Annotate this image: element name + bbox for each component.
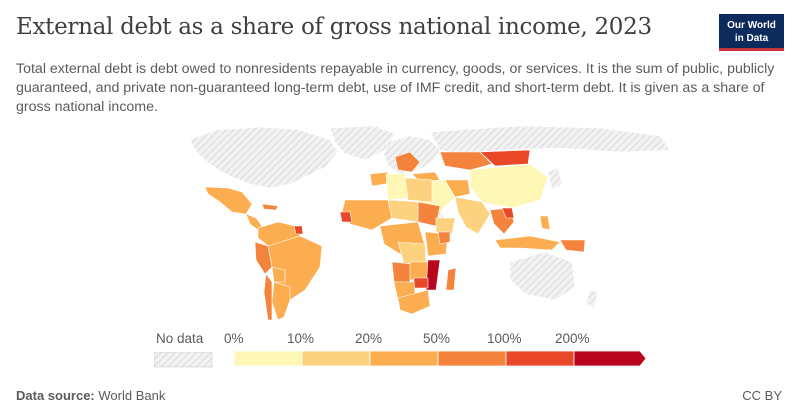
region-angola [391,261,413,283]
region-greenland [329,125,396,161]
legend-tick-200: 200% [555,331,590,346]
legend-tick-20: 20% [355,331,383,346]
region-south-africa [397,289,431,315]
region-laos [501,207,515,219]
legend-no-data-swatch[interactable] [154,352,214,368]
region-pakistan [444,179,471,198]
region-chile [263,273,273,321]
legend-bin-3[interactable] [437,351,507,367]
logo-line2: in Data [734,33,769,44]
region-libya-egypt [404,177,433,203]
region-drc [397,241,427,265]
region-russia [429,125,671,155]
legend-bin-0[interactable] [234,351,303,367]
region-kazakhstan [439,151,493,171]
region-india [454,196,491,235]
legend-bin-1[interactable] [301,351,371,367]
region-china [469,163,549,209]
region-australia [509,251,576,301]
legend: No data 0% 10% 20% 50% 100% 200% [150,328,650,373]
legend-bin-2[interactable] [369,351,439,367]
legend-bin-4[interactable] [505,351,575,367]
region-mexico [204,186,253,215]
source-label: Data source: [16,388,95,403]
region-caribbean [261,203,279,211]
region-senegal [339,211,353,223]
license[interactable]: CC BY [742,388,782,403]
region-niger-chad [387,199,421,223]
legend-tick-0: 0% [224,331,244,346]
legend-bins [234,351,647,367]
legend-color-scale [234,351,647,367]
region-argentina [271,281,291,321]
region-zambia [409,261,429,281]
region-guyana [293,225,304,235]
legend-no-data-label: No data [156,331,204,346]
region-philippines [539,215,551,231]
logo-line1: Our World [727,20,776,31]
region-peru [254,241,273,275]
region-morocco [369,171,389,187]
legend-bin-5[interactable] [573,351,647,367]
region-zimbabwe [413,277,429,289]
world-map[interactable] [0,122,800,322]
source-value[interactable]: World Bank [98,388,166,403]
chart-title: External debt as a share of gross nation… [16,14,652,40]
data-source: Data source: World Bank [16,388,165,403]
region-new-zealand [585,289,599,309]
region-eastern-europe [394,151,421,173]
region-bolivia [271,266,286,283]
legend-tick-100: 100% [487,331,522,346]
owid-logo[interactable]: Our World in Data [719,14,784,51]
region-kenya [437,231,451,245]
legend-tick-50: 50% [423,331,451,346]
chart-subtitle: Total external debt is debt owed to nonr… [16,61,775,115]
region-png [559,239,586,253]
region-japan [547,167,563,191]
region-ethiopia [435,217,456,235]
region-indonesia [494,235,561,251]
region-north-america [189,126,339,189]
region-madagascar [445,267,457,291]
legend-tick-10: 10% [287,331,315,346]
